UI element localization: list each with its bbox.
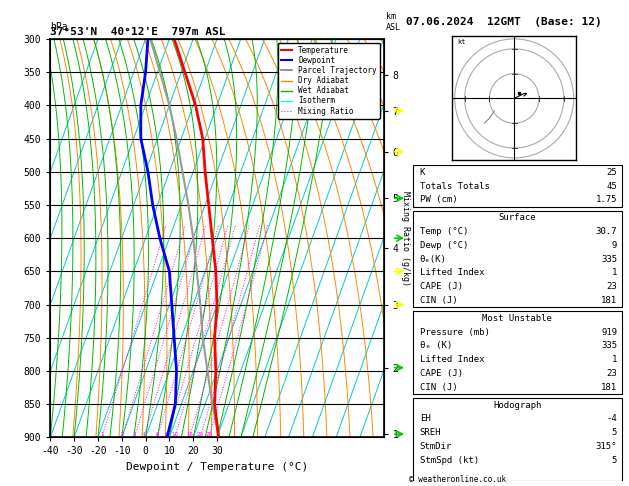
Text: -4: -4 (606, 415, 617, 423)
Text: PW (cm): PW (cm) (420, 195, 457, 204)
X-axis label: Dewpoint / Temperature (°C): Dewpoint / Temperature (°C) (126, 462, 308, 472)
Text: 1: 1 (100, 433, 104, 437)
Y-axis label: Mixing Ratio (g/kg): Mixing Ratio (g/kg) (401, 191, 409, 286)
Text: hPa: hPa (50, 21, 68, 32)
Text: 8: 8 (165, 433, 169, 437)
Text: 3: 3 (133, 433, 136, 437)
Text: 2: 2 (120, 433, 124, 437)
Legend: Temperature, Dewpoint, Parcel Trajectory, Dry Adiabat, Wet Adiabat, Isotherm, Mi: Temperature, Dewpoint, Parcel Trajectory… (277, 43, 380, 119)
Text: 335: 335 (601, 255, 617, 263)
Text: 20: 20 (197, 433, 204, 437)
Text: 10: 10 (171, 433, 178, 437)
Text: StmSpd (kt): StmSpd (kt) (420, 456, 479, 465)
Text: CIN (J): CIN (J) (420, 383, 457, 392)
Text: Dewp (°C): Dewp (°C) (420, 241, 468, 250)
Text: 30.7: 30.7 (596, 227, 617, 236)
Text: 25: 25 (606, 168, 617, 177)
Text: 1: 1 (612, 268, 617, 278)
Text: 37°53'N  40°12'E  797m ASL: 37°53'N 40°12'E 797m ASL (50, 27, 226, 37)
Text: km
ASL: km ASL (386, 12, 401, 32)
Text: θₑ (K): θₑ (K) (420, 341, 452, 350)
Text: © weatheronline.co.uk: © weatheronline.co.uk (409, 474, 506, 484)
Text: Surface: Surface (499, 213, 536, 222)
Text: 25: 25 (205, 433, 213, 437)
Text: Lifted Index: Lifted Index (420, 355, 484, 364)
Text: Pressure (mb): Pressure (mb) (420, 328, 489, 336)
Text: K: K (420, 168, 425, 177)
Text: 181: 181 (601, 383, 617, 392)
Text: StmDir: StmDir (420, 442, 452, 451)
Text: SREH: SREH (420, 428, 441, 437)
Text: CAPE (J): CAPE (J) (420, 282, 463, 291)
Text: Lifted Index: Lifted Index (420, 268, 484, 278)
Text: 15: 15 (186, 433, 193, 437)
Text: 23: 23 (606, 369, 617, 378)
Text: 315°: 315° (596, 442, 617, 451)
Text: 5: 5 (612, 456, 617, 465)
Text: 45: 45 (606, 181, 617, 191)
Text: 4: 4 (142, 433, 145, 437)
Text: CIN (J): CIN (J) (420, 296, 457, 305)
Text: EH: EH (420, 415, 430, 423)
Text: 1.75: 1.75 (596, 195, 617, 204)
Text: CAPE (J): CAPE (J) (420, 369, 463, 378)
Text: 6: 6 (155, 433, 159, 437)
Text: 5: 5 (612, 428, 617, 437)
Text: kt: kt (457, 39, 465, 45)
Text: θₑ(K): θₑ(K) (420, 255, 447, 263)
Text: Most Unstable: Most Unstable (482, 313, 552, 323)
Text: 335: 335 (601, 341, 617, 350)
Text: 181: 181 (601, 296, 617, 305)
Text: 1: 1 (612, 355, 617, 364)
Text: 07.06.2024  12GMT  (Base: 12): 07.06.2024 12GMT (Base: 12) (406, 17, 601, 27)
Text: 23: 23 (606, 282, 617, 291)
Text: 919: 919 (601, 328, 617, 336)
Text: Totals Totals: Totals Totals (420, 181, 489, 191)
Text: 9: 9 (612, 241, 617, 250)
Text: Hodograph: Hodograph (493, 400, 542, 410)
Text: Temp (°C): Temp (°C) (420, 227, 468, 236)
